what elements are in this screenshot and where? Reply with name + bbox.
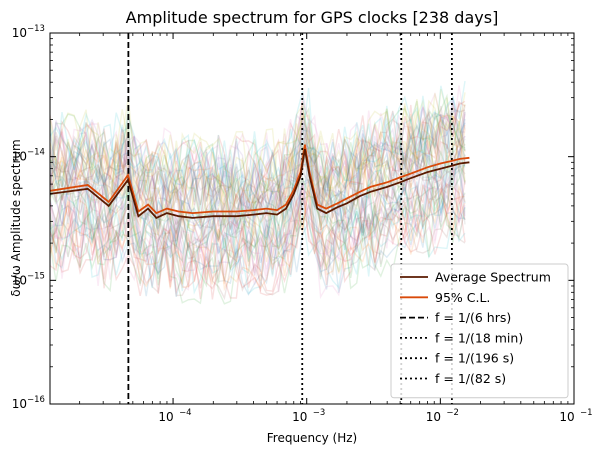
background-trace xyxy=(50,162,466,278)
background-trace xyxy=(50,184,466,292)
chart-title: Amplitude spectrum for GPS clocks [238 d… xyxy=(126,8,499,27)
x-tick-label: 10 xyxy=(292,410,307,424)
legend-box xyxy=(390,263,569,399)
background-trace xyxy=(50,196,466,305)
x-tick-label: 10 xyxy=(426,410,441,424)
x-tick-label: 10 xyxy=(559,410,574,424)
background-trace xyxy=(50,106,466,210)
background-trace xyxy=(50,104,466,221)
x-tick-exponent: −2 xyxy=(446,408,459,418)
y-tick-label: 10 xyxy=(12,397,27,411)
background-trace xyxy=(50,113,466,218)
background-trace xyxy=(50,102,466,221)
reference-lines xyxy=(127,33,453,404)
background-trace xyxy=(50,191,466,300)
background-trace xyxy=(50,150,466,272)
legend-label: 95% C.L. xyxy=(435,290,490,305)
background-trace xyxy=(50,170,466,275)
background-trace xyxy=(50,135,466,241)
background-trace xyxy=(50,150,466,263)
legend-label: f = 1/(196 s) xyxy=(435,351,514,366)
background-trace xyxy=(50,85,466,193)
x-tick-exponent: −4 xyxy=(179,408,192,418)
background-trace xyxy=(50,100,466,198)
background-trace xyxy=(50,129,466,233)
background-trace xyxy=(50,109,466,225)
background-trace xyxy=(50,197,466,298)
plot-frame xyxy=(49,32,575,405)
y-tick-exponent: −16 xyxy=(27,395,45,405)
x-tick-exponent: −1 xyxy=(580,408,593,418)
background-trace xyxy=(50,138,466,260)
background-trace xyxy=(50,98,466,210)
background-trace xyxy=(50,166,466,283)
background-trace xyxy=(50,138,466,245)
series-line-0 xyxy=(50,149,470,219)
series-line-1 xyxy=(50,144,470,215)
background-trace xyxy=(50,177,466,288)
background-trace xyxy=(50,115,466,231)
background-trace xyxy=(50,126,466,246)
background-trace xyxy=(50,178,466,292)
background-trace xyxy=(50,80,466,202)
background-traces xyxy=(50,80,466,305)
series-group xyxy=(50,144,470,219)
background-trace xyxy=(50,195,466,301)
x-axis-label: Frequency (Hz) xyxy=(267,431,358,445)
background-trace xyxy=(50,93,466,202)
background-trace xyxy=(50,202,466,300)
background-trace xyxy=(50,100,466,217)
background-trace xyxy=(50,97,466,193)
legend-label: f = 1/(6 hrs) xyxy=(435,310,511,325)
background-trace xyxy=(50,112,466,229)
background-trace xyxy=(50,164,466,283)
y-tick-label: 10 xyxy=(12,26,27,40)
background-trace xyxy=(50,155,466,263)
background-trace xyxy=(50,178,466,274)
background-trace xyxy=(50,91,466,208)
background-trace xyxy=(50,113,466,220)
background-trace xyxy=(50,92,466,200)
background-trace xyxy=(50,96,466,212)
y-tick-exponent: −13 xyxy=(27,24,45,34)
background-trace xyxy=(50,107,466,214)
background-trace xyxy=(50,182,466,285)
legend: Average Spectrum 95% C.L. f = 1/(6 hrs) f =… xyxy=(390,263,569,399)
background-trace xyxy=(50,146,466,245)
background-trace xyxy=(50,114,466,226)
background-trace xyxy=(50,88,466,205)
y-axis-label: δω/ω Amplitude spectrum xyxy=(9,139,23,296)
background-trace xyxy=(50,85,466,190)
legend-label: Average Spectrum xyxy=(435,270,551,285)
background-trace xyxy=(50,107,466,226)
y-tick-label: 10 xyxy=(12,273,27,287)
y-tick-exponent: −15 xyxy=(27,271,45,281)
legend-label: f = 1/(82 s) xyxy=(435,371,506,386)
x-tick-label: 10 xyxy=(158,410,173,424)
legend-label: f = 1/(18 min) xyxy=(435,330,523,345)
background-trace xyxy=(50,206,466,295)
background-trace xyxy=(50,183,466,295)
background-trace xyxy=(50,146,466,263)
x-tick-exponent: −3 xyxy=(313,408,326,418)
background-trace xyxy=(50,127,466,239)
y-tick-label: 10 xyxy=(12,150,27,164)
background-trace xyxy=(50,179,466,285)
background-trace xyxy=(50,160,466,265)
background-trace xyxy=(50,140,466,251)
background-trace xyxy=(50,158,466,281)
x-axis: 10 −4 10 −3 10 −2 10 −1 xyxy=(79,33,593,424)
y-tick-exponent: −14 xyxy=(27,148,45,158)
